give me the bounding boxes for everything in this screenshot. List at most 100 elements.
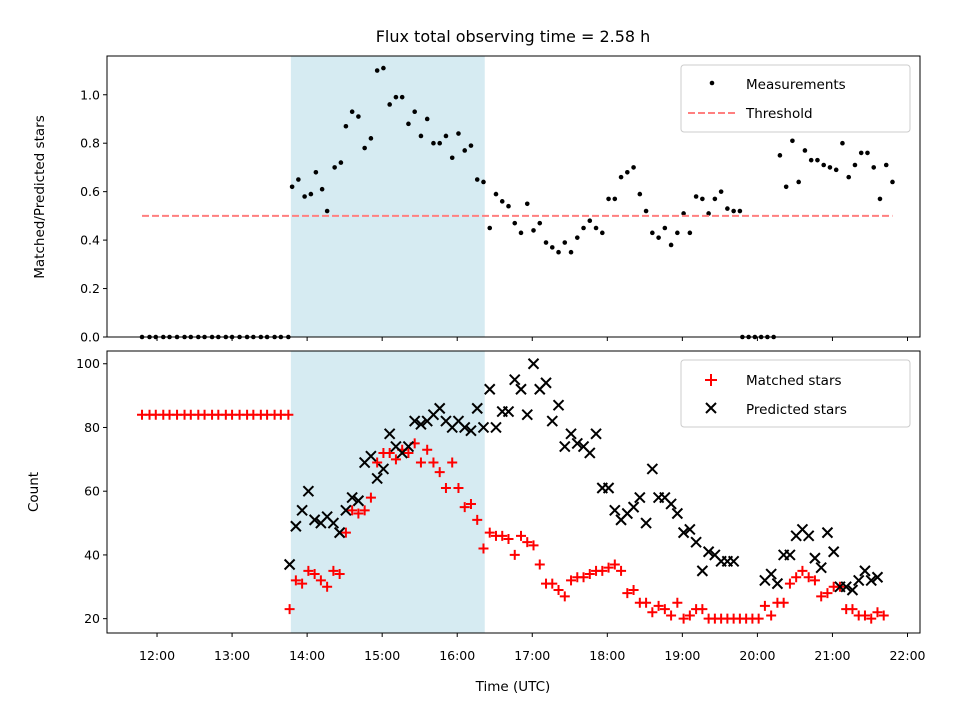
x-tick-label: 17:00 (514, 648, 550, 663)
measurement-point (543, 240, 549, 245)
measurement-point (846, 174, 852, 180)
bottom-y-axis-label: Count (26, 472, 42, 512)
predicted-star-point (602, 482, 615, 494)
matched-star-point (434, 467, 445, 478)
measurement-point (725, 206, 730, 211)
bottom-panel: 20 40 60 80 100 12:00 13:00 14:00 15:00 16:00 17:0… (26, 350, 926, 695)
measurement-point (506, 203, 511, 209)
matched-star-point (297, 578, 308, 589)
top-highlight-span (290, 56, 485, 337)
predicted-star-point (546, 415, 558, 427)
measurement-point (581, 225, 586, 231)
measurement-point (656, 235, 661, 240)
matched-star-point (697, 604, 708, 615)
predicted-star-point (684, 523, 696, 536)
measurement-point (474, 177, 480, 182)
predicted-star-point (859, 565, 871, 577)
chart-title: Flux total observing time = 2.58 h (376, 27, 651, 46)
matched-star-point (816, 591, 827, 602)
matched-star-point (647, 607, 658, 618)
bottom-plot-frame (106, 350, 921, 634)
matched-star-point (566, 575, 577, 586)
measurement-point (387, 102, 392, 107)
measurement-point (537, 220, 543, 226)
predicted-star-point (690, 536, 702, 548)
measurement-point (313, 169, 319, 175)
measurement-point (512, 220, 518, 226)
matched-star-point (353, 508, 364, 519)
measurement-point (449, 155, 455, 161)
matched-star-point (522, 537, 533, 548)
matched-star-point (866, 613, 877, 624)
predicted-star-point (502, 405, 515, 418)
measurement-point (518, 230, 524, 236)
top-y-tick-label: 0.6 (80, 184, 100, 199)
predicted-star-point (727, 555, 740, 568)
matched-star-point (584, 569, 595, 580)
predicted-star-point (484, 383, 496, 395)
measurement-point (468, 143, 474, 148)
top-y-tick-label: 0.2 (80, 281, 100, 296)
measurement-point (808, 157, 814, 163)
x-tick-label: 15:00 (364, 648, 400, 663)
measurement-point (731, 208, 736, 214)
measurement-point (821, 162, 826, 168)
predicted-star-point (565, 428, 577, 440)
measurement-point (796, 179, 801, 185)
measurement-point (650, 230, 655, 236)
measurement-point (871, 165, 877, 170)
measurement-point (562, 240, 568, 245)
measurement-point (890, 179, 895, 185)
predicted-star-point (559, 440, 571, 453)
top-y-axis-label: Matched/Predicted stars (32, 115, 48, 278)
bottom-y-tick-label: 20 (84, 611, 100, 626)
x-tick-label: 22:00 (889, 648, 925, 663)
measurement-point (574, 235, 580, 240)
top-y-tick-label: 0.0 (80, 330, 100, 345)
predicted-star-point (671, 507, 684, 520)
matched-star-point (472, 514, 483, 525)
legend-threshold-label: Threshold (745, 106, 813, 122)
matched-star-point (422, 444, 433, 455)
matched-star-point (791, 572, 802, 583)
measurement-point (858, 150, 864, 156)
matched-star-point (553, 584, 564, 595)
matched-star-point (328, 565, 339, 576)
matched-star-point (622, 588, 633, 599)
measurement-point (568, 249, 574, 255)
predicted-star-point (802, 530, 815, 542)
predicted-star-point (821, 526, 834, 539)
matched-star-point (440, 483, 451, 494)
predicted-star-point (459, 421, 471, 434)
matched-star-point (359, 505, 370, 516)
measurement-point (637, 191, 643, 197)
bottom-y-tick-label: 60 (84, 484, 100, 499)
predicted-star-point (846, 584, 859, 596)
matched-star-point (390, 454, 401, 465)
predicted-star-point (784, 549, 796, 561)
matched-star-point (447, 457, 458, 468)
measurement-point (606, 196, 611, 202)
predicted-star-point (871, 571, 884, 583)
measurement-point (493, 191, 499, 197)
x-tick-label: 19:00 (664, 648, 700, 663)
measurement-point (643, 208, 649, 214)
predicted-star-point (584, 447, 596, 459)
measurement-point (718, 189, 724, 194)
matched-star-point (334, 569, 345, 580)
measurement-point (840, 140, 845, 146)
matched-star-point (497, 530, 508, 541)
predicted-star-point (402, 440, 415, 453)
matched-star-point (803, 572, 814, 583)
x-tick-label: 18:00 (589, 648, 625, 663)
measurement-point (462, 148, 468, 153)
matched-star-point (872, 607, 883, 618)
top-y-tick-label: 0.8 (80, 136, 100, 151)
measurement-point (362, 145, 367, 151)
bottom-y-tick-label: 100 (76, 356, 100, 371)
bottom-y-tick-label: 80 (84, 420, 100, 435)
matched-star-point (809, 575, 820, 586)
bottom-highlight-span (290, 351, 485, 633)
measurement-point (693, 194, 699, 199)
predicted-star-point (346, 491, 358, 504)
